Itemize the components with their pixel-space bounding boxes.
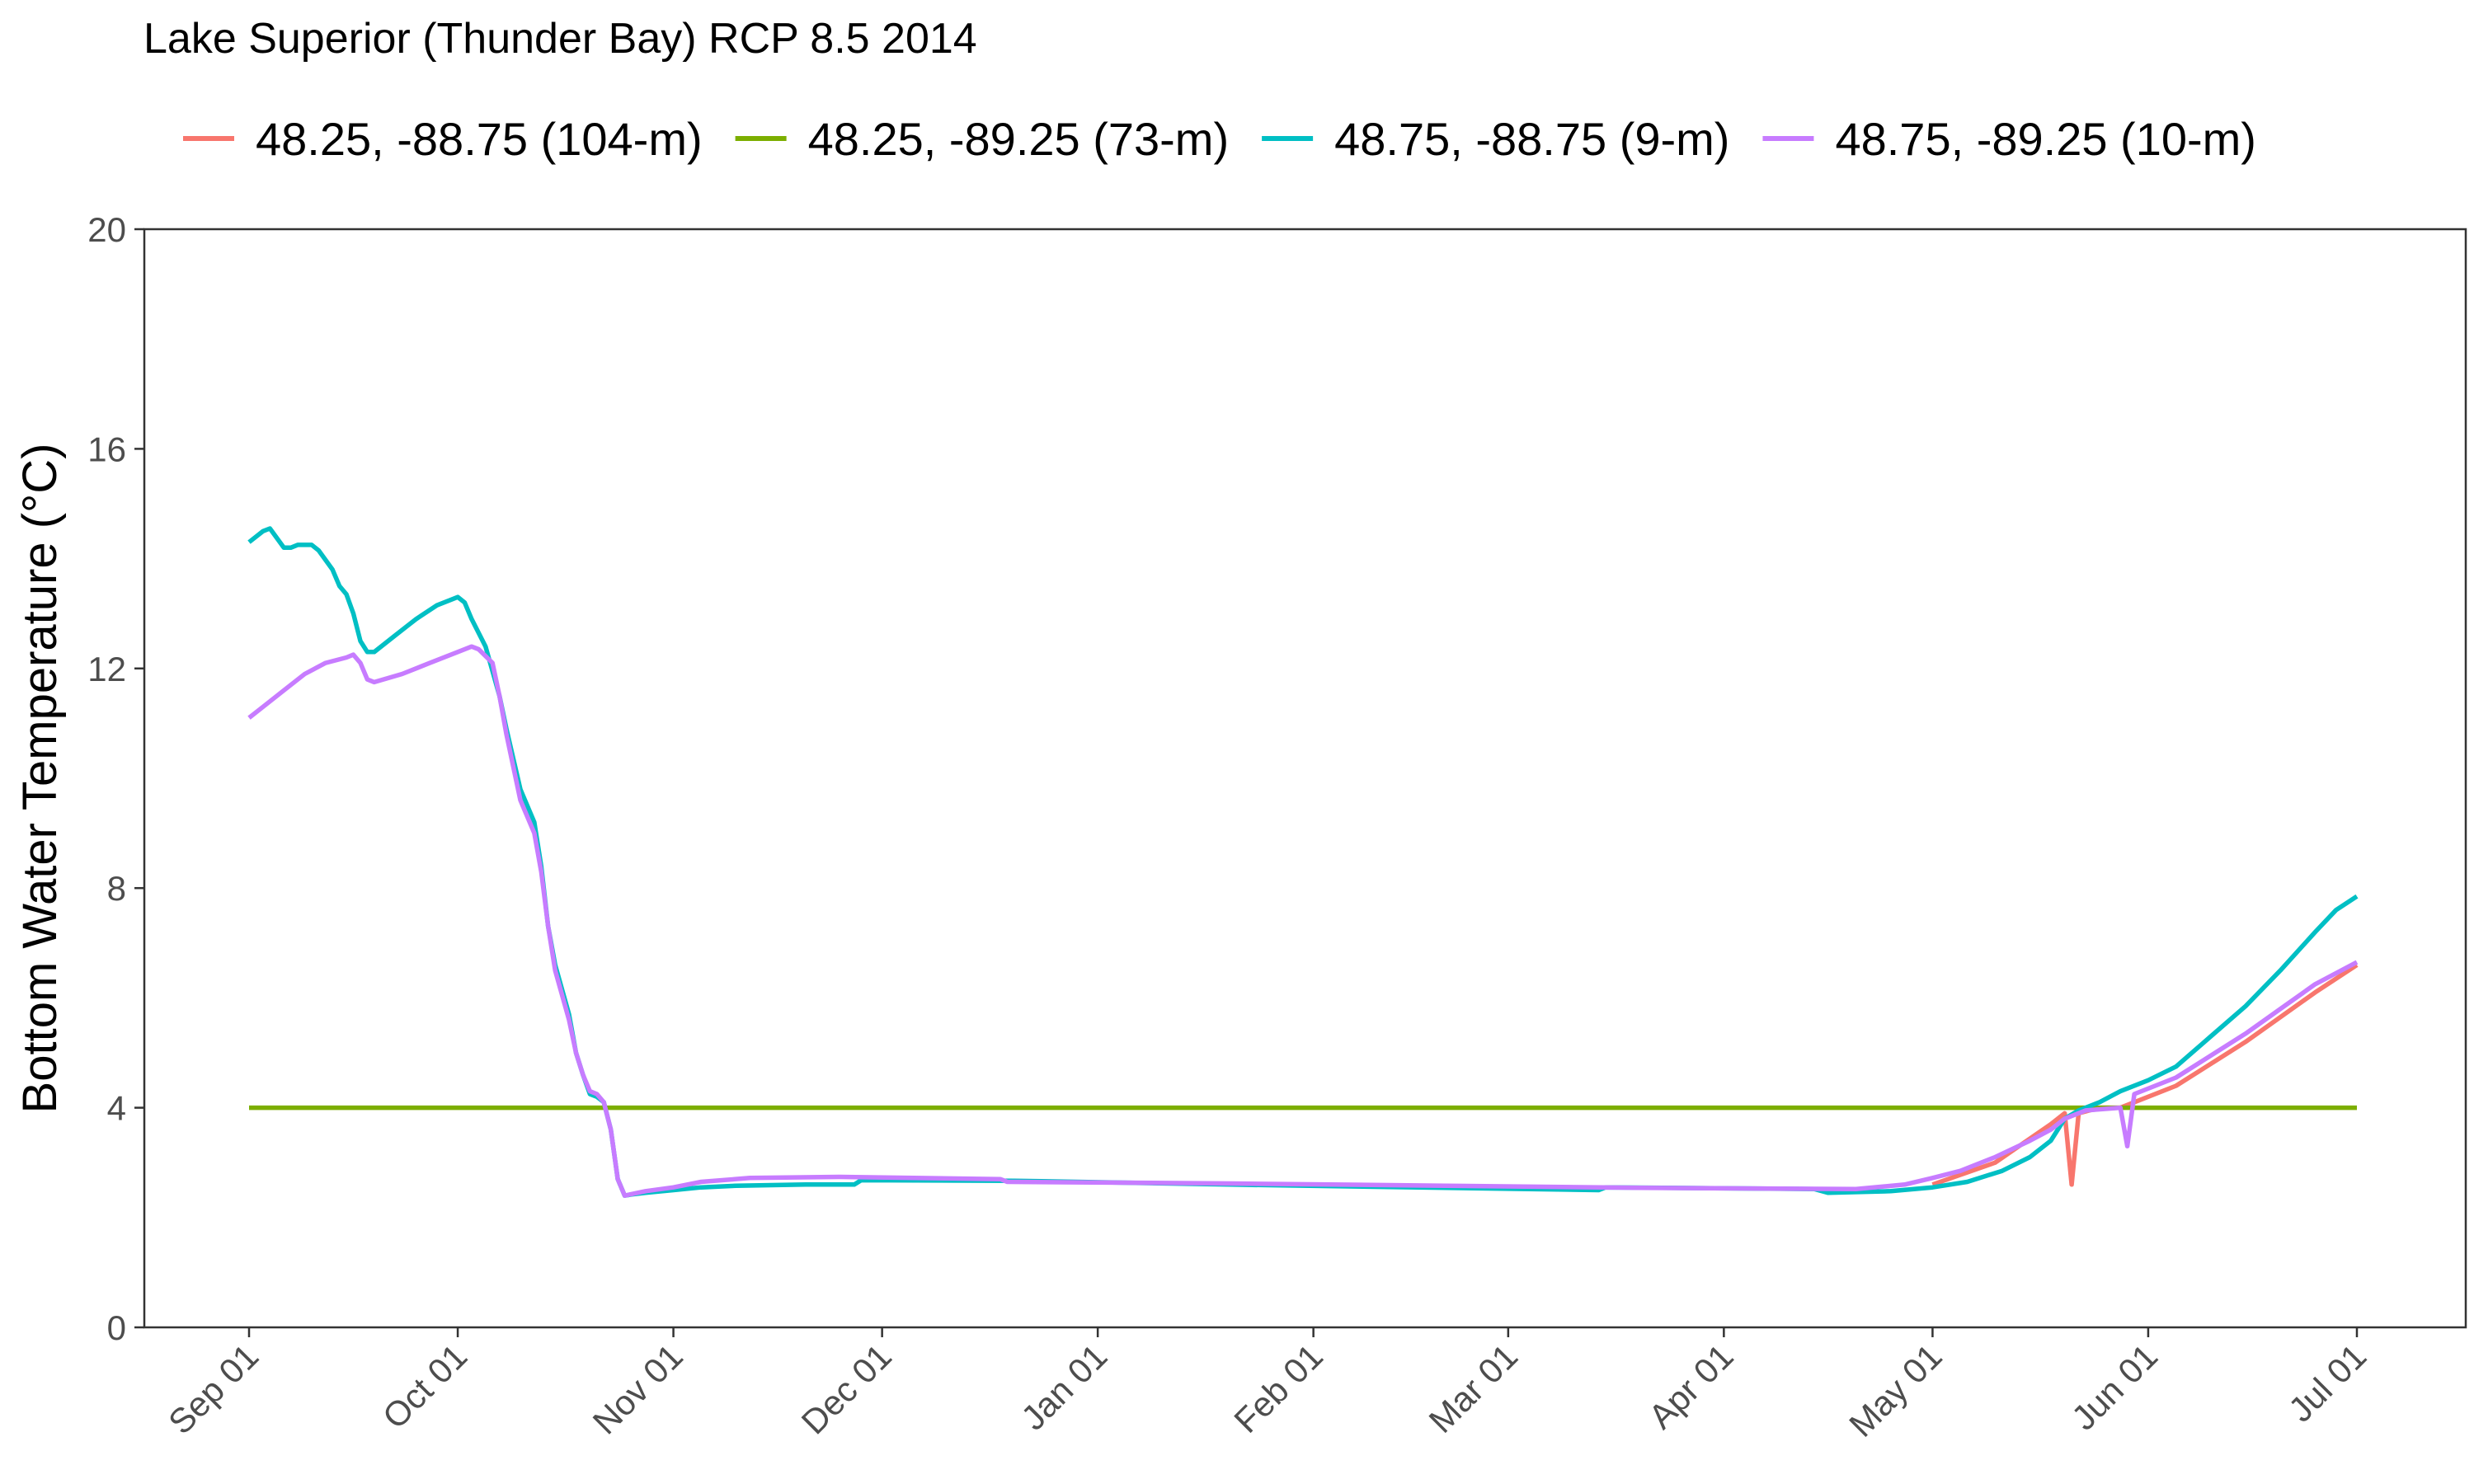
y-tick-label: 4 xyxy=(107,1089,126,1128)
series-group xyxy=(247,526,2359,1198)
chart-title: Lake Superior (Thunder Bay) RCP 8.5 2014 xyxy=(143,15,977,63)
x-tick-label: Feb 01 xyxy=(1226,1336,1330,1440)
x-tick-label: Sep 01 xyxy=(161,1336,266,1441)
x-tick-label: Dec 01 xyxy=(794,1336,899,1441)
x-tick-label: Mar 01 xyxy=(1422,1336,1526,1440)
legend-item: 48.75, -88.75 (9-m) xyxy=(1262,113,1729,165)
x-tick-label: May 01 xyxy=(1841,1336,1950,1444)
y-tick-label: 16 xyxy=(87,430,126,468)
legend: 48.25, -88.75 (104-m) 48.25, -89.25 (73-m… xyxy=(183,113,2256,165)
y-axis: 0 4 8 12 16 20 xyxy=(87,210,144,1347)
y-tick-label: 0 xyxy=(107,1308,126,1347)
legend-label: 48.75, -88.75 (9-m) xyxy=(1334,113,1729,165)
legend-item: 48.25, -89.25 (73-m) xyxy=(735,113,1229,165)
x-axis: Sep 01 Oct 01 Nov 01 Dec 01 Jan 01 Feb 01 Mar … xyxy=(161,1327,2373,1444)
x-tick-label: Oct 01 xyxy=(375,1336,475,1436)
x-tick-label: Apr 01 xyxy=(1641,1336,1741,1436)
plot-panel xyxy=(143,228,2467,1329)
y-tick-label: 12 xyxy=(87,650,126,688)
legend-item: 48.25, -88.75 (104-m) xyxy=(183,113,703,165)
x-tick-label: Jan 01 xyxy=(1014,1336,1114,1437)
series-line-4 xyxy=(247,644,2359,1198)
legend-label: 48.75, -89.25 (10-m) xyxy=(1835,113,2255,165)
legend-label: 48.25, -89.25 (73-m) xyxy=(808,113,1229,165)
legend-label: 48.25, -88.75 (104-m) xyxy=(256,113,703,165)
x-tick-label: Nov 01 xyxy=(586,1336,690,1441)
x-tick-label: Jul 01 xyxy=(2281,1336,2373,1429)
y-tick-label: 8 xyxy=(107,869,126,908)
legend-item: 48.75, -89.25 (10-m) xyxy=(1762,113,2256,165)
y-axis-title: Bottom Water Temperature (°C) xyxy=(13,444,67,1114)
x-tick-label: Jun 01 xyxy=(2064,1336,2165,1437)
y-tick-label: 20 xyxy=(87,210,126,249)
